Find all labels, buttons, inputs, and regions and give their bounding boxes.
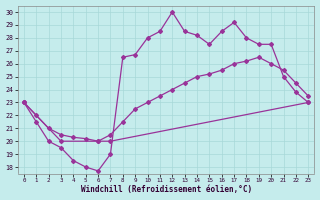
X-axis label: Windchill (Refroidissement éolien,°C): Windchill (Refroidissement éolien,°C): [81, 185, 252, 194]
